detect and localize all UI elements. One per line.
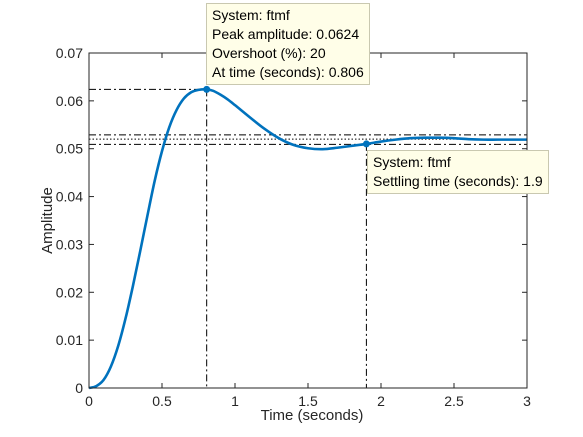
x-tick-label: 1.5: [298, 393, 318, 409]
peak-marker[interactable]: [203, 85, 211, 93]
y-tick-label: 0.03: [56, 236, 83, 252]
x-tick-label: 2: [377, 393, 385, 409]
x-tick-label: 0.5: [152, 393, 172, 409]
reference-lines: [89, 88, 527, 388]
y-axis-label: Amplitude: [39, 187, 56, 254]
marker-layer[interactable]: [203, 85, 370, 148]
x-tick-label: 1: [231, 393, 239, 409]
peak-datatip[interactable]: System: ftmf Peak amplitude: 0.0624 Over…: [206, 3, 370, 85]
step-response-line: [88, 88, 527, 390]
settling-datatip-time: Settling time (seconds): 1.9: [373, 173, 543, 189]
tick-layer: 0 0.5 1 1.5 2 2.5 3 0 0.01 0.02 0.03 0.04 0.05 0.06 0.…: [56, 45, 531, 409]
settling-datatip-system: System: ftmf: [373, 154, 451, 170]
peak-datatip-time: At time (seconds): 0.806: [212, 64, 364, 80]
axes-box: [88, 52, 528, 389]
y-tick-label: 0.07: [56, 45, 83, 61]
y-tick-label: 0.06: [56, 93, 83, 109]
y-tick-label: 0: [75, 380, 83, 396]
peak-datatip-overshoot: Overshoot (%): 20: [212, 45, 326, 61]
peak-datatip-system: System: ftmf: [212, 7, 290, 23]
x-tick-label: 0: [85, 393, 93, 409]
x-tick-label: 3: [523, 393, 531, 409]
settling-datatip[interactable]: System: ftmf Settling time (seconds): 1.…: [367, 150, 549, 194]
y-tick-label: 0.04: [56, 189, 83, 205]
y-tick-label: 0.01: [56, 332, 83, 348]
settling-marker[interactable]: [362, 140, 370, 148]
y-tick-label: 0.02: [56, 284, 83, 300]
x-axis-label: Time (seconds): [261, 407, 364, 424]
x-tick-label: 2.5: [444, 393, 464, 409]
peak-datatip-amplitude: Peak amplitude: 0.0624: [212, 26, 360, 42]
y-tick-label: 0.05: [56, 141, 83, 157]
series-layer: [88, 88, 527, 390]
